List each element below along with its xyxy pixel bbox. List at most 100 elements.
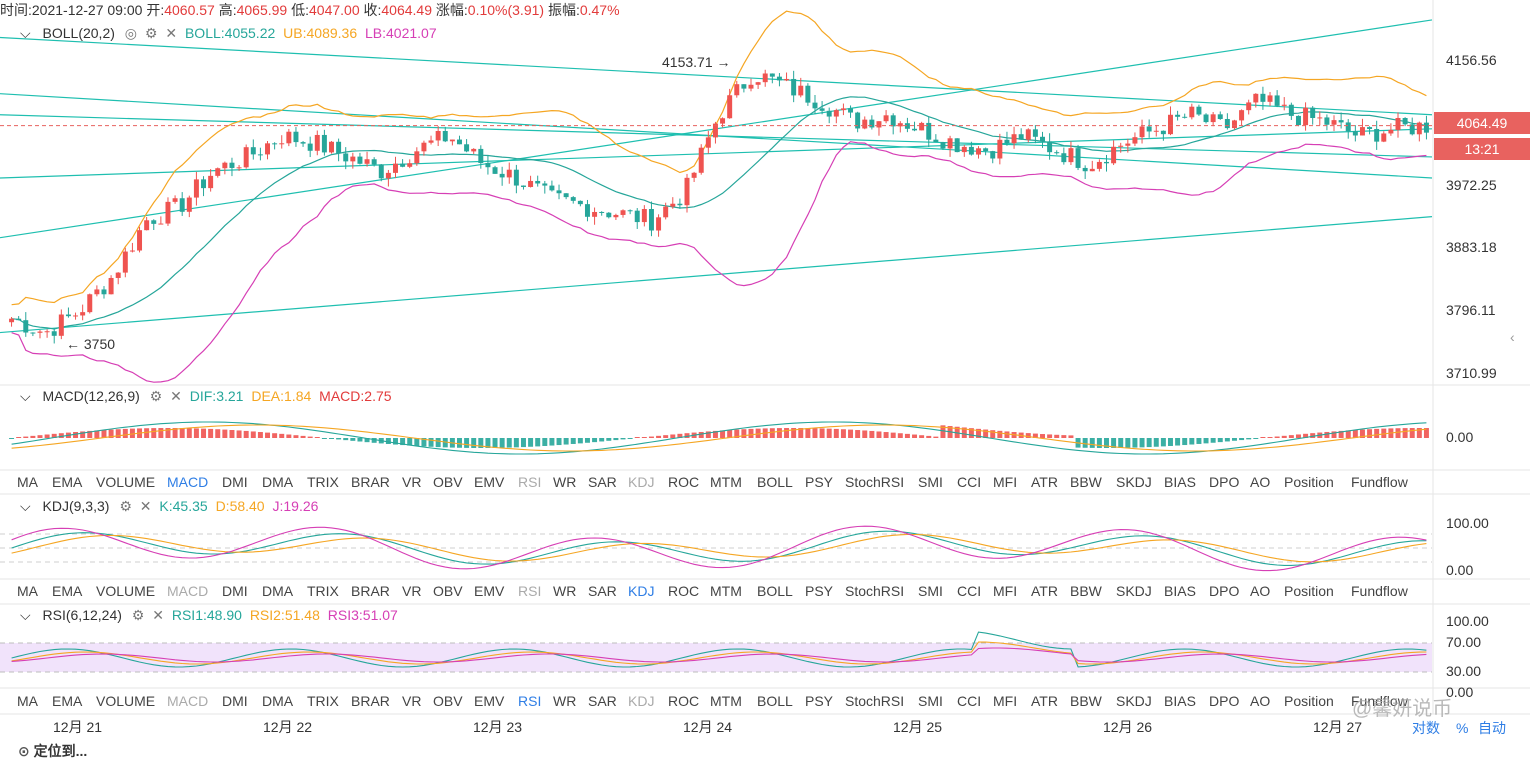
eye-icon[interactable]: ◎ (124, 25, 137, 41)
tab-boll[interactable]: BOLL (757, 583, 793, 599)
close-icon[interactable]: ✕ (152, 607, 164, 623)
percent-scale-toggle[interactable]: % (1456, 720, 1469, 736)
tab-bias[interactable]: BIAS (1164, 474, 1196, 490)
tab-cci[interactable]: CCI (957, 693, 982, 709)
tab-smi[interactable]: SMI (918, 693, 943, 709)
tab-stochrsi[interactable]: StochRSI (845, 693, 905, 709)
close-icon[interactable]: ✕ (139, 498, 152, 514)
tab-dma[interactable]: DMA (262, 474, 294, 490)
tab-emv[interactable]: EMV (474, 583, 505, 599)
tab-fundflow[interactable]: Fundflow (1351, 474, 1408, 490)
tab-atr[interactable]: ATR (1031, 693, 1058, 709)
log-scale-toggle[interactable]: 对数 (1412, 720, 1440, 736)
tab-ema[interactable]: EMA (52, 583, 83, 599)
tab-mfi[interactable]: MFI (993, 474, 1018, 490)
tab-sar[interactable]: SAR (588, 693, 617, 709)
tab-bbw[interactable]: BBW (1070, 583, 1102, 599)
tab-brar[interactable]: BRAR (351, 474, 390, 490)
gear-icon[interactable]: ⚙ (131, 607, 145, 623)
tab-vr[interactable]: VR (402, 693, 422, 709)
tab-boll[interactable]: BOLL (757, 693, 793, 709)
tab-psy[interactable]: PSY (805, 583, 834, 599)
tab-atr[interactable]: ATR (1031, 583, 1058, 599)
tab-atr[interactable]: ATR (1031, 474, 1058, 490)
tab-wr[interactable]: WR (553, 474, 577, 490)
tab-roc[interactable]: ROC (668, 583, 700, 599)
tab-volume[interactable]: VOLUME (96, 474, 156, 490)
tab-smi[interactable]: SMI (918, 583, 943, 599)
tab-dma[interactable]: DMA (262, 693, 294, 709)
tab-obv[interactable]: OBV (433, 693, 463, 709)
tab-dmi[interactable]: DMI (222, 583, 248, 599)
tab-position[interactable]: Position (1284, 474, 1334, 490)
tab-ma[interactable]: MA (17, 693, 38, 709)
tab-mtm[interactable]: MTM (710, 474, 742, 490)
tab-mfi[interactable]: MFI (993, 693, 1018, 709)
tab-kdj[interactable]: KDJ (628, 693, 655, 709)
close-icon[interactable]: ✕ (165, 25, 178, 41)
tab-dpo[interactable]: DPO (1209, 583, 1240, 599)
tab-skdj[interactable]: SKDJ (1116, 474, 1152, 490)
tab-cci[interactable]: CCI (957, 474, 982, 490)
tab-dmi[interactable]: DMI (222, 693, 248, 709)
tab-bias[interactable]: BIAS (1164, 693, 1196, 709)
tab-ema[interactable]: EMA (52, 693, 83, 709)
tab-volume[interactable]: VOLUME (96, 693, 156, 709)
tab-psy[interactable]: PSY (805, 693, 834, 709)
tab-ao[interactable]: AO (1250, 693, 1271, 709)
tab-wr[interactable]: WR (553, 583, 577, 599)
tab-rsi[interactable]: RSI (518, 693, 542, 709)
tab-brar[interactable]: BRAR (351, 583, 390, 599)
tab-ma[interactable]: MA (17, 474, 38, 490)
tab-fundflow[interactable]: Fundflow (1351, 693, 1408, 709)
tab-mtm[interactable]: MTM (710, 693, 742, 709)
tab-fundflow[interactable]: Fundflow (1351, 583, 1408, 599)
tab-psy[interactable]: PSY (805, 474, 834, 490)
tab-boll[interactable]: BOLL (757, 474, 793, 490)
gear-icon[interactable]: ⚙ (119, 498, 132, 514)
collapse-handle-icon[interactable]: ‹ (1510, 329, 1515, 345)
tab-ao[interactable]: AO (1250, 474, 1271, 490)
tab-dpo[interactable]: DPO (1209, 693, 1240, 709)
tab-mtm[interactable]: MTM (710, 583, 742, 599)
tab-dmi[interactable]: DMI (222, 474, 248, 490)
tab-obv[interactable]: OBV (433, 474, 463, 490)
tab-vr[interactable]: VR (402, 474, 422, 490)
chevron-down-icon[interactable]: ⌵ (20, 607, 31, 623)
tab-sar[interactable]: SAR (588, 474, 617, 490)
tab-skdj[interactable]: SKDJ (1116, 693, 1152, 709)
tab-brar[interactable]: BRAR (351, 693, 390, 709)
tab-mfi[interactable]: MFI (993, 583, 1018, 599)
tab-emv[interactable]: EMV (474, 693, 505, 709)
tab-bbw[interactable]: BBW (1070, 474, 1102, 490)
tab-volume[interactable]: VOLUME (96, 583, 156, 599)
chevron-down-icon[interactable]: ⌵ (20, 498, 31, 514)
locate-button[interactable]: ⊙ 定位到... (18, 742, 87, 760)
tab-roc[interactable]: ROC (668, 693, 700, 709)
tab-macd[interactable]: MACD (167, 583, 209, 599)
gear-icon[interactable]: ⚙ (149, 388, 163, 404)
tab-rsi[interactable]: RSI (518, 474, 542, 490)
tab-trix[interactable]: TRIX (307, 474, 339, 490)
tab-wr[interactable]: WR (553, 693, 577, 709)
tab-dma[interactable]: DMA (262, 583, 294, 599)
tab-trix[interactable]: TRIX (307, 583, 339, 599)
tab-macd[interactable]: MACD (167, 474, 209, 490)
tab-skdj[interactable]: SKDJ (1116, 583, 1152, 599)
tab-position[interactable]: Position (1284, 693, 1334, 709)
tab-kdj[interactable]: KDJ (628, 583, 655, 599)
tab-sar[interactable]: SAR (588, 583, 617, 599)
tab-ma[interactable]: MA (17, 583, 38, 599)
auto-scale-toggle[interactable]: 自动 (1478, 720, 1506, 736)
tab-stochrsi[interactable]: StochRSI (845, 474, 905, 490)
tab-roc[interactable]: ROC (668, 474, 700, 490)
tab-obv[interactable]: OBV (433, 583, 463, 599)
chevron-down-icon[interactable]: ⌵ (20, 388, 31, 404)
tab-bias[interactable]: BIAS (1164, 583, 1196, 599)
tab-rsi[interactable]: RSI (518, 583, 542, 599)
chevron-down-icon[interactable]: ⌵ (20, 25, 31, 41)
tab-dpo[interactable]: DPO (1209, 474, 1240, 490)
tab-macd[interactable]: MACD (167, 693, 209, 709)
tab-position[interactable]: Position (1284, 583, 1334, 599)
